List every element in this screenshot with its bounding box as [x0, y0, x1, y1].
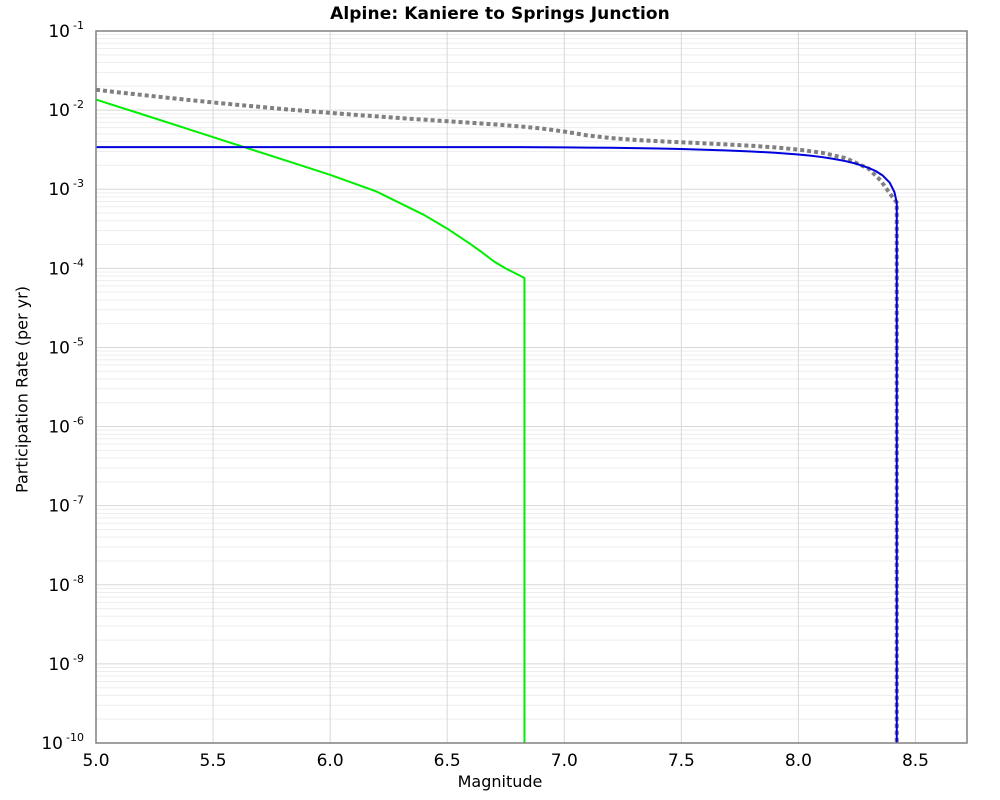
x-tick-label: 8.0	[785, 751, 812, 771]
y-tick-label: 10 -2	[48, 98, 84, 121]
y-tick-label: 10 -8	[48, 573, 84, 596]
svg-text:-2: -2	[73, 98, 84, 111]
y-axis-tick-labels: 10 -110 -210 -310 -410 -510 -610 -710 -810 -910 -1…	[41, 19, 84, 754]
y-tick-label: 10 -5	[48, 335, 84, 358]
svg-text:-10: -10	[66, 731, 84, 744]
svg-text:-7: -7	[73, 494, 84, 507]
svg-text:-1: -1	[73, 19, 84, 32]
svg-text:10: 10	[48, 338, 70, 358]
x-tick-label: 7.0	[551, 751, 578, 771]
x-tick-label: 5.0	[82, 751, 109, 771]
svg-text:10: 10	[48, 418, 70, 438]
svg-text:10: 10	[48, 497, 70, 517]
y-tick-label: 10 -9	[48, 652, 84, 675]
major-gridlines	[95, 30, 967, 744]
svg-text:-4: -4	[73, 256, 84, 269]
svg-text:-8: -8	[73, 573, 84, 586]
svg-text:10: 10	[48, 101, 70, 121]
y-tick-label: 10 -10	[41, 731, 84, 754]
x-tick-label: 8.5	[902, 751, 929, 771]
svg-text:10: 10	[48, 259, 70, 279]
x-tick-label: 5.5	[200, 751, 227, 771]
plot-frame	[95, 30, 968, 744]
y-tick-label: 10 -4	[48, 256, 84, 279]
x-tick-label: 6.5	[434, 751, 461, 771]
svg-text:-3: -3	[73, 177, 84, 190]
x-axis-label: Magnitude	[457, 772, 543, 791]
series-total-dotted	[95, 87, 899, 743]
svg-text:-9: -9	[73, 652, 84, 665]
y-tick-label: 10 -1	[48, 19, 84, 42]
svg-text:-5: -5	[73, 335, 84, 348]
svg-text:10: 10	[48, 655, 70, 675]
svg-text:10: 10	[41, 734, 63, 754]
y-axis-label: Participation Rate (per yr)	[12, 286, 32, 493]
x-axis-tick-labels: 5.0 5.5 6.0 6.5 7.0 7.5 8.0 8.5	[82, 751, 929, 771]
svg-text:10: 10	[48, 180, 70, 200]
series-characteristic-green	[95, 98, 526, 743]
svg-text:10: 10	[48, 22, 70, 42]
svg-text:-6: -6	[73, 415, 84, 428]
data-series-group	[95, 87, 899, 743]
svg-text:10: 10	[48, 576, 70, 596]
minor-gridlines	[96, 34, 967, 720]
chart-title: Alpine: Kaniere to Springs Junction	[330, 4, 670, 24]
y-tick-label: 10 -3	[48, 177, 84, 200]
y-tick-label: 10 -7	[48, 494, 84, 517]
y-tick-label: 10 -6	[48, 415, 84, 438]
x-tick-label: 6.0	[317, 751, 344, 771]
x-tick-label: 7.5	[668, 751, 695, 771]
series-gr-blue	[96, 146, 898, 743]
